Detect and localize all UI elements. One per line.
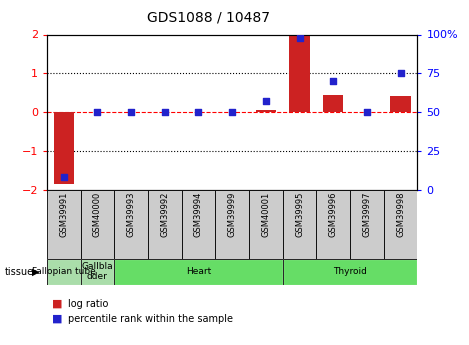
Point [161, 109, 168, 115]
Bar [182, 190, 215, 259]
Bar [256, 110, 276, 112]
Bar [384, 190, 417, 259]
Point [397, 71, 404, 76]
Bar [81, 259, 114, 285]
Text: ■: ■ [52, 299, 62, 308]
Point [363, 109, 371, 115]
Text: Heart: Heart [186, 267, 211, 276]
Bar [323, 95, 343, 112]
Bar [283, 259, 417, 285]
Text: GSM39995: GSM39995 [295, 192, 304, 237]
Text: GSM39994: GSM39994 [194, 192, 203, 237]
Bar [350, 190, 384, 259]
Text: Fallopian tube: Fallopian tube [32, 267, 96, 276]
Text: GSM39991: GSM39991 [59, 192, 68, 237]
Text: Gallbla
dder: Gallbla dder [82, 262, 113, 282]
Bar [81, 190, 114, 259]
Text: ■: ■ [52, 314, 62, 324]
Bar [53, 112, 74, 184]
Point [94, 109, 101, 115]
Text: tissue: tissue [5, 267, 34, 277]
Bar [148, 190, 182, 259]
Point [262, 99, 270, 104]
Bar [283, 190, 317, 259]
Bar [317, 190, 350, 259]
Point [195, 109, 202, 115]
Bar [47, 190, 81, 259]
Bar [47, 259, 81, 285]
Text: ▶: ▶ [32, 267, 39, 277]
Text: percentile rank within the sample: percentile rank within the sample [68, 314, 233, 324]
Point [228, 109, 236, 115]
Text: GSM39997: GSM39997 [363, 192, 371, 237]
Bar [47, 259, 81, 285]
Bar [289, 37, 310, 112]
Point [128, 109, 135, 115]
Point [296, 35, 303, 40]
Bar [283, 259, 417, 285]
Text: GSM39999: GSM39999 [227, 192, 237, 237]
Text: GSM40000: GSM40000 [93, 192, 102, 237]
Bar [81, 259, 114, 285]
Bar [215, 190, 249, 259]
Text: GSM39998: GSM39998 [396, 192, 405, 237]
Text: GSM39993: GSM39993 [127, 192, 136, 237]
Text: GSM39992: GSM39992 [160, 192, 169, 237]
Text: GSM39996: GSM39996 [329, 192, 338, 237]
Text: Thyroid: Thyroid [333, 267, 367, 276]
Point [329, 78, 337, 84]
Bar [114, 190, 148, 259]
Bar [391, 96, 411, 112]
Point [60, 175, 68, 180]
Text: GSM40001: GSM40001 [261, 192, 270, 237]
Bar [249, 190, 283, 259]
Bar [114, 259, 283, 285]
Bar [114, 259, 283, 285]
Text: log ratio: log ratio [68, 299, 108, 308]
Text: GDS1088 / 10487: GDS1088 / 10487 [147, 10, 270, 24]
